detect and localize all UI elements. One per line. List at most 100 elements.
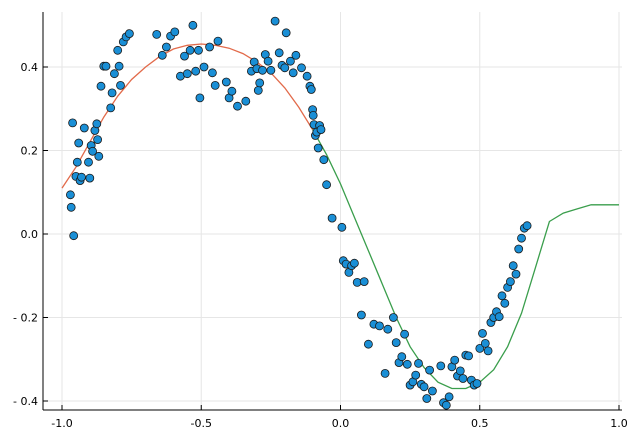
data-point [68,118,77,128]
data-point [402,359,412,369]
y-tick-label: - 0.4 [13,395,38,408]
data-point [205,42,215,52]
data-point [116,81,125,90]
data-point [281,28,291,38]
data-point [221,77,231,87]
data-point [194,45,203,55]
data-point [475,343,485,353]
data-point [210,81,220,90]
data-point [199,62,209,72]
data-point [436,361,446,371]
data-point [422,394,432,403]
data-point [497,291,507,301]
data-point [356,310,366,320]
data-point [280,63,290,73]
data-point [505,277,515,287]
y-tick-label: 0.0 [21,228,39,241]
data-point [157,50,167,60]
data-point [152,30,162,39]
data-point [291,50,301,60]
data-point [327,213,337,223]
data-point [458,374,468,383]
data-point [213,36,223,46]
data-point [92,119,102,129]
data-point [107,88,117,98]
x-tick-label: 0.0 [332,417,350,430]
data-point [383,324,393,334]
data-point [444,392,454,402]
data-point [274,48,284,58]
data-point [480,338,490,348]
data-point [124,29,134,38]
data-point [94,151,104,161]
data-point [316,125,326,135]
data-point [85,173,95,183]
data-point [106,103,116,113]
data-point [170,27,180,37]
data-point [517,233,526,243]
y-tick-label: - 0.2 [13,312,38,325]
axes [42,12,622,411]
data-point [258,65,267,75]
data-point [411,370,421,380]
data-point [363,339,373,349]
data-point [322,180,332,190]
data-point [93,135,102,145]
data-point [288,68,298,78]
data-point [182,69,192,79]
data-point [441,400,451,410]
data-point [188,20,198,30]
data-point [69,231,79,241]
data-point [455,366,465,376]
data-point [263,56,273,66]
data-point [297,63,306,73]
data-point [66,202,76,212]
data-point [255,78,265,88]
data-point [191,66,201,76]
data-point [388,313,398,322]
data-point [375,321,384,331]
data-point [425,365,435,375]
data-point [79,123,89,133]
data-point [185,45,195,55]
data-point [302,71,312,81]
data-point [161,42,171,52]
data-point [101,61,111,71]
data-point [207,68,217,78]
data-point [511,269,521,279]
data-point [84,157,93,167]
data-point [285,56,295,66]
data-point [233,101,242,111]
data-point [266,65,276,75]
data-point [359,277,369,287]
data-point [241,96,251,106]
x-tick-label: -0.5 [191,417,212,430]
data-point [88,146,97,156]
data-point [72,157,82,167]
data-point [522,221,532,231]
data-point [427,386,437,396]
y-tick-label: 0.4 [21,61,39,74]
data-point [494,312,504,322]
data-point [514,244,524,254]
data-point [180,51,189,61]
data-point [308,111,318,120]
x-tick-label: -1.0 [51,417,72,430]
x-tick-label: 0.5 [471,417,489,430]
fit-line [312,129,619,390]
data-point [349,258,359,268]
data-point [227,86,237,96]
data-point [380,368,390,378]
grid-lines [43,12,622,410]
data-point [306,85,316,94]
data-point [270,16,280,26]
x-tick-label: 1.0 [610,417,627,430]
data-point [500,298,510,308]
data-point [472,379,482,388]
data-point [400,329,410,339]
data-point [113,45,123,55]
data-point [253,86,263,95]
data-point [397,352,407,362]
tick-labels: -1.0 -0.5 0.0 0.5 1.0 - 0.4 - 0.2 0.0 0.2 0.4 [13,61,627,430]
